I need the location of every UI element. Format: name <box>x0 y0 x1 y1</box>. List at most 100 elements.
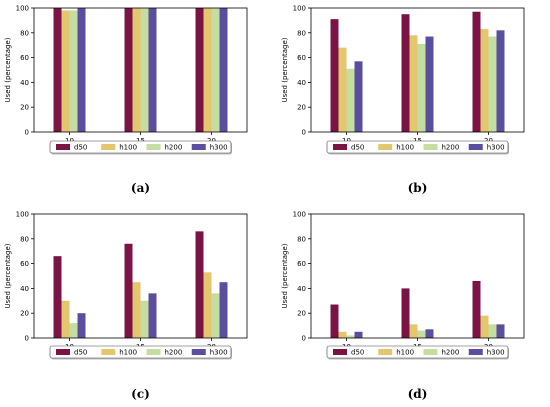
bar-h100-10 <box>61 300 70 338</box>
legend-swatch-d50 <box>56 144 70 150</box>
bar-d50-10 <box>53 8 62 132</box>
bar-h300-20 <box>219 8 228 132</box>
y-tick-label: 40 <box>297 285 306 293</box>
legend-swatch-h200 <box>146 144 161 150</box>
legend-label-h100: h100 <box>119 144 137 152</box>
panel-label: (b) <box>408 181 428 195</box>
legend-swatch-h100 <box>378 349 393 355</box>
plot-frame <box>33 213 248 339</box>
legend-label-h300: h300 <box>487 349 505 357</box>
bar-h300-20 <box>496 30 505 132</box>
bar-h100-15 <box>409 35 418 132</box>
plot-frame <box>310 213 525 339</box>
bar-h200-10 <box>346 68 355 132</box>
bar-h100-15 <box>132 8 141 132</box>
legend: d50 h100 h200 h300 <box>326 140 509 154</box>
y-tick-label: 0 <box>302 129 306 137</box>
legend-swatch-d50 <box>333 144 347 150</box>
legend-label-h200: h200 <box>442 144 460 152</box>
bar-h100-20 <box>203 8 212 132</box>
y-tick-label: 100 <box>16 211 29 219</box>
bar-h200-20 <box>211 8 220 132</box>
legend: d50 h100 h200 h300 <box>49 140 232 154</box>
chart-panel-3: 101520020406080100Used (percentage)d50h1… <box>4 211 248 401</box>
bar-d50-15 <box>124 8 133 132</box>
bar-h200-20 <box>488 36 497 132</box>
bar-h100-15 <box>409 324 418 338</box>
legend-label-h300: h300 <box>487 144 505 152</box>
y-tick-label: 0 <box>25 129 29 137</box>
plot-frame <box>310 7 525 133</box>
y-tick-label: 80 <box>20 235 29 243</box>
bar-h300-15 <box>425 329 434 338</box>
legend-label-d50: d50 <box>74 144 87 152</box>
y-tick-label: 100 <box>293 211 306 219</box>
bar-h300-15 <box>425 36 434 132</box>
bar-h200-20 <box>488 324 497 338</box>
legend-label-h200: h200 <box>442 349 460 357</box>
legend-swatch-h200 <box>423 349 438 355</box>
legend-swatch-d50 <box>56 349 70 355</box>
bar-d50-10 <box>53 256 62 338</box>
bar-d50-20 <box>195 8 204 132</box>
y-tick-label: 60 <box>297 54 306 62</box>
plot-frame <box>33 7 248 133</box>
legend-box <box>326 140 509 154</box>
bar-h200-15 <box>140 8 149 132</box>
y-tick-label: 20 <box>297 104 306 112</box>
bar-h200-15 <box>417 43 426 132</box>
y-tick-label: 40 <box>20 285 29 293</box>
legend-swatch-h300 <box>191 144 206 150</box>
legend-swatch-d50 <box>333 349 347 355</box>
legend-box <box>49 140 232 154</box>
y-axis-label: Used (percentage) <box>4 243 12 308</box>
bar-h100-20 <box>480 315 489 338</box>
chart-panel-1: 101520020406080100Used (percentage)d50h1… <box>4 5 248 195</box>
bar-h300-20 <box>219 282 228 338</box>
bar-h100-20 <box>480 29 489 132</box>
bar-h300-15 <box>148 293 157 338</box>
bar-h200-10 <box>69 10 78 133</box>
bar-d50-20 <box>472 11 481 132</box>
bar-h200-10 <box>346 335 355 338</box>
y-tick-label: 60 <box>297 260 306 268</box>
legend: d50 h100 h200 h300 <box>49 345 232 359</box>
y-tick-label: 20 <box>297 310 306 318</box>
y-tick-label: 40 <box>297 79 306 87</box>
legend-label-h300: h300 <box>210 144 228 152</box>
bar-h300-20 <box>496 324 505 338</box>
y-tick-label: 100 <box>293 5 306 13</box>
legend-swatch-h300 <box>191 349 206 355</box>
legend: d50 h100 h200 h300 <box>326 345 509 359</box>
legend-label-h300: h300 <box>210 349 228 357</box>
legend-box <box>326 345 509 359</box>
legend-label-h100: h100 <box>119 349 137 357</box>
bar-h300-10 <box>354 61 363 132</box>
bar-d50-20 <box>195 231 204 338</box>
bar-h300-15 <box>148 8 157 132</box>
y-axis-label: Used (percentage) <box>4 37 12 102</box>
panel-label: (a) <box>131 181 150 195</box>
bar-d50-10 <box>330 304 339 338</box>
chart-panel-4: 101520020406080100Used (percentage)d50h1… <box>281 211 525 401</box>
y-axis-label: Used (percentage) <box>281 243 289 308</box>
y-axis-label: Used (percentage) <box>281 37 289 102</box>
bar-d50-15 <box>401 14 410 133</box>
bar-h300-10 <box>77 8 86 132</box>
bar-h100-10 <box>338 331 347 338</box>
legend-swatch-h100 <box>101 144 116 150</box>
y-tick-label: 40 <box>20 79 29 87</box>
legend-box <box>49 345 232 359</box>
legend-swatch-h200 <box>146 349 161 355</box>
legend-label-h200: h200 <box>165 349 183 357</box>
bar-h300-10 <box>354 331 363 338</box>
legend-swatch-h300 <box>468 144 483 150</box>
y-tick-label: 80 <box>20 29 29 37</box>
panel-label: (c) <box>131 387 150 401</box>
y-tick-label: 20 <box>20 310 29 318</box>
legend-label-d50: d50 <box>74 349 87 357</box>
bar-h200-20 <box>211 293 220 338</box>
bar-d50-15 <box>124 243 133 338</box>
bar-h100-10 <box>338 47 347 132</box>
bar-h200-10 <box>69 323 78 338</box>
